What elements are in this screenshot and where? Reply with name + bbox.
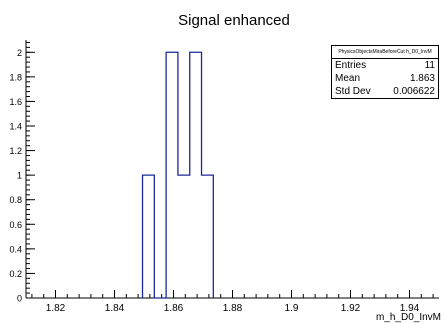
y-tick-label: 1.8 [9, 72, 22, 82]
histogram-bin [143, 175, 155, 298]
stats-std-label: Std Dev [335, 86, 371, 97]
stats-box: PhysicsObjectsMiraBeforeCut h_D0_InvM En… [331, 45, 439, 99]
x-tick-label: 1.82 [46, 303, 66, 314]
histogram-bin [202, 175, 214, 298]
histogram-bin [190, 52, 202, 298]
y-tick-label: 1.2 [9, 146, 22, 156]
stats-row-mean: Mean 1.863 [332, 72, 438, 85]
histogram-series-line [141, 51, 214, 299]
y-tick-label: 1.4 [9, 122, 22, 132]
x-tick-label: 1.86 [164, 303, 184, 314]
y-tick-label: 0.2 [9, 269, 22, 279]
y-tick-label: 1.6 [9, 97, 22, 107]
y-tick-label: 1 [17, 171, 22, 181]
x-tick-label: 1.94 [400, 303, 420, 314]
stats-mean-value: 1.863 [409, 73, 435, 84]
y-tick-label: 0.4 [9, 244, 22, 254]
x-tick-label: 1.88 [223, 303, 243, 314]
stats-histogram-name: PhysicsObjectsMiraBeforeCut h_D0_InvM [332, 46, 438, 59]
x-tick-label: 1.84 [105, 303, 125, 314]
x-tick-label: 1.92 [341, 303, 361, 314]
y-tick-label: 0.6 [9, 220, 22, 230]
stats-row-entries: Entries 11 [332, 59, 438, 72]
stats-row-std: Std Dev 0.006622 [332, 85, 438, 98]
histogram-bin [166, 52, 178, 298]
stats-std-value: 0.006622 [393, 86, 435, 97]
x-axis-label: m_h_D0_InvM [376, 312, 441, 323]
histogram-bin [178, 175, 190, 298]
y-tick-label: 0.8 [9, 195, 22, 205]
chart-title: Signal enhanced [178, 12, 290, 29]
x-tick-label: 1.9 [285, 303, 299, 314]
stats-entries-label: Entries [335, 60, 367, 71]
stats-entries-value: 11 [424, 60, 435, 71]
y-tick-label: 0 [17, 294, 22, 304]
y-tick-label: 2 [17, 48, 22, 58]
stats-mean-label: Mean [335, 73, 361, 84]
